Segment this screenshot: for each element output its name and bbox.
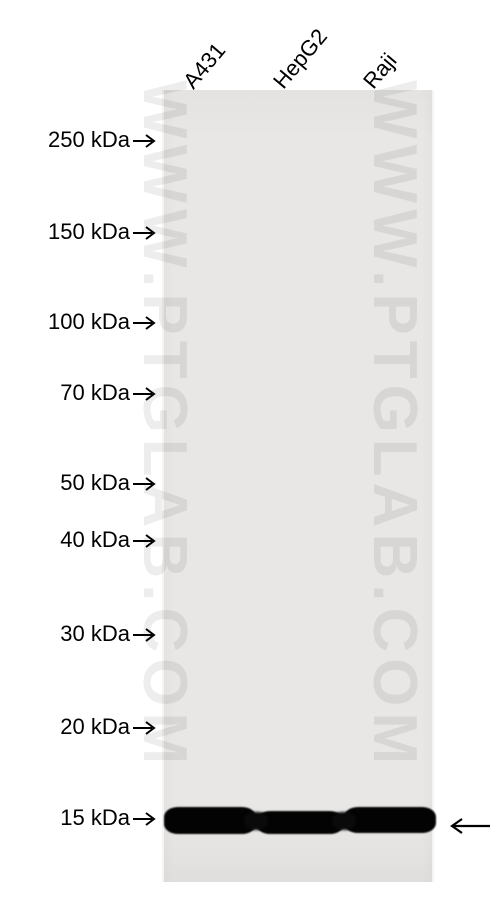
mw-marker-label: 100 kDa [28, 309, 158, 335]
band-bridge [244, 812, 268, 830]
mw-marker-label: 250 kDa [28, 127, 158, 153]
mw-label-text: 70 kDa [60, 380, 130, 405]
mw-marker-label: 30 kDa [28, 621, 158, 647]
protein-band [344, 807, 436, 833]
mw-marker-label: 50 kDa [28, 470, 158, 496]
band-indicator-arrow [446, 812, 492, 843]
arrow-right-icon [132, 134, 158, 148]
protein-band [164, 807, 256, 834]
arrow-right-icon [132, 534, 158, 548]
arrow-right-icon [132, 316, 158, 330]
mw-marker-label: 150 kDa [28, 219, 158, 245]
blot-membrane [162, 90, 434, 882]
protein-band-core [346, 808, 434, 832]
arrow-right-icon [132, 812, 158, 826]
arrow-right-icon [132, 477, 158, 491]
mw-label-text: 20 kDa [60, 714, 130, 739]
protein-band-core [258, 812, 342, 833]
arrow-right-icon [132, 628, 158, 642]
mw-label-text: 150 kDa [48, 219, 130, 244]
protein-band [256, 811, 344, 834]
lane-label: A431 [178, 38, 231, 94]
mw-marker-label: 15 kDa [28, 805, 158, 831]
band-bridge [332, 812, 356, 830]
mw-label-text: 250 kDa [48, 127, 130, 152]
protein-band-core [166, 808, 254, 833]
arrow-left-icon [446, 816, 492, 836]
lane-label: HepG2 [268, 24, 333, 94]
mw-label-text: 50 kDa [60, 470, 130, 495]
mw-marker-label: 70 kDa [28, 380, 158, 406]
mw-label-text: 15 kDa [60, 805, 130, 830]
mw-marker-label: 20 kDa [28, 714, 158, 740]
arrow-right-icon [132, 226, 158, 240]
arrow-right-icon [132, 387, 158, 401]
mw-label-text: 40 kDa [60, 527, 130, 552]
mw-marker-label: 40 kDa [28, 527, 158, 553]
arrow-right-icon [132, 721, 158, 735]
lane-label: Raji [358, 48, 402, 94]
mw-label-text: 100 kDa [48, 309, 130, 334]
mw-label-text: 30 kDa [60, 621, 130, 646]
figure-root: WWW.PTGLAB.COMWWW.PTGLAB.COMWWW.PTGLAB.C… [0, 0, 500, 903]
